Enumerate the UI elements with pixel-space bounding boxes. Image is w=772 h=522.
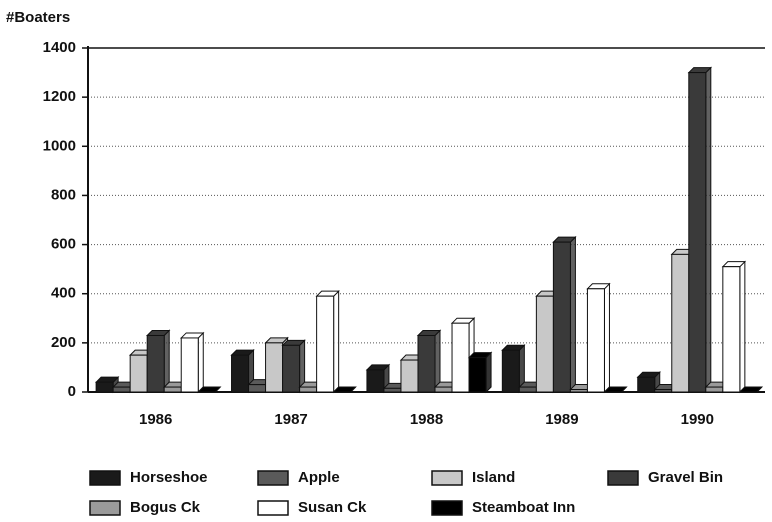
bar-side (333, 289, 340, 394)
bar (468, 357, 487, 393)
legend-label: Island (472, 469, 515, 486)
bar (180, 337, 199, 393)
bar (688, 72, 707, 393)
bar (501, 349, 520, 393)
y-tick-label: 1000 (43, 137, 76, 154)
bar (671, 253, 690, 393)
bar (112, 386, 131, 393)
bar (637, 376, 656, 393)
legend-swatch (257, 470, 289, 486)
bar (451, 322, 470, 393)
bar (518, 386, 537, 393)
legend-label: Susan Ck (298, 499, 367, 516)
bar-top (738, 386, 764, 393)
legend-label: Steamboat Inn (472, 499, 575, 516)
bar (129, 354, 148, 393)
legend-swatch (257, 500, 289, 516)
bar (299, 386, 318, 393)
bar (316, 295, 335, 393)
legend-swatch (607, 470, 639, 486)
legend-label: Apple (298, 469, 340, 486)
legend-swatch (431, 470, 463, 486)
bar (586, 288, 605, 393)
bar (535, 295, 554, 393)
bar (417, 334, 436, 393)
legend-label: Horseshoe (130, 469, 208, 486)
x-tick-label: 1988 (410, 411, 443, 428)
bar (434, 386, 453, 393)
y-axis-label: #Boaters (6, 9, 70, 26)
bar (95, 381, 114, 393)
y-tick-label: 400 (51, 285, 76, 302)
legend-label: Bogus Ck (130, 499, 201, 516)
bar-top (197, 386, 222, 393)
bar-side (197, 331, 204, 394)
legend-swatch (89, 470, 121, 486)
bar (569, 389, 588, 393)
bar-side (705, 66, 712, 394)
bar (265, 342, 284, 393)
bar (722, 266, 741, 393)
y-tick-label: 800 (51, 186, 76, 203)
bar-top (603, 386, 628, 393)
x-tick-label: 1987 (274, 411, 307, 428)
bar (248, 384, 267, 393)
y-tick-label: 1200 (43, 88, 76, 105)
legend-swatch (89, 500, 121, 516)
bar-side (603, 282, 610, 394)
legend-label: Gravel Bin (648, 469, 723, 486)
bar (282, 344, 301, 393)
bar (231, 354, 250, 393)
bar-side (569, 235, 576, 394)
bar (163, 386, 182, 393)
bar (654, 389, 673, 393)
legend-swatch (431, 500, 463, 516)
bar (146, 334, 165, 393)
bar-side (739, 260, 746, 394)
bar (400, 359, 419, 393)
bar (383, 387, 402, 393)
y-tick-label: 600 (51, 236, 76, 253)
y-tick-label: 0 (68, 383, 76, 400)
y-tick-label: 200 (51, 334, 76, 351)
x-tick-label: 1989 (545, 411, 578, 428)
y-tick-label: 1400 (43, 39, 76, 56)
bar (705, 386, 724, 393)
bar (366, 369, 385, 393)
bar-top (332, 386, 357, 393)
x-tick-label: 1990 (681, 411, 714, 428)
x-tick-label: 1986 (139, 411, 172, 428)
bar-side (485, 351, 492, 394)
bar (552, 241, 571, 393)
